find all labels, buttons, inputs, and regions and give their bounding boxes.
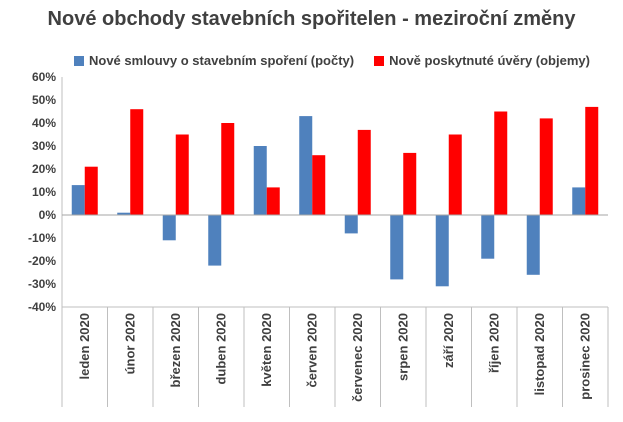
x-category-label: březen 2020 bbox=[168, 313, 183, 387]
chart-title: Nové obchody stavebních spořitelen - mez… bbox=[47, 8, 576, 30]
x-category-label: duben 2020 bbox=[213, 313, 228, 385]
legend-item-loans: Nově poskytnuté úvěry (objemy) bbox=[374, 53, 590, 68]
y-tick-label: 40% bbox=[32, 116, 56, 130]
bar-loans bbox=[494, 111, 508, 215]
x-category-label: prosinec 2020 bbox=[577, 313, 592, 400]
bar-loans bbox=[221, 123, 235, 215]
bar-contracts bbox=[572, 187, 586, 215]
legend-swatch-loans bbox=[374, 55, 385, 66]
legend-item-contracts: Nové smlouvy o stavebním spoření (počty) bbox=[74, 53, 354, 68]
legend-label-contracts: Nové smlouvy o stavebním spoření (počty) bbox=[89, 53, 355, 68]
bar-contracts bbox=[481, 215, 495, 259]
bar-loans bbox=[266, 187, 280, 215]
bar-contracts bbox=[299, 116, 313, 215]
y-tick-label: -30% bbox=[28, 277, 56, 291]
bar-loans bbox=[539, 118, 553, 215]
bar-contracts bbox=[344, 215, 358, 234]
bar-loans bbox=[130, 109, 144, 215]
bar-contracts bbox=[71, 185, 85, 215]
y-tick-label: 10% bbox=[32, 185, 56, 199]
x-category-label: leden 2020 bbox=[77, 313, 92, 380]
bar-contracts bbox=[253, 146, 267, 215]
bar-loans bbox=[84, 166, 98, 215]
x-category-label: říjen 2020 bbox=[486, 313, 501, 373]
legend-label-loans: Nově poskytnuté úvěry (objemy) bbox=[389, 53, 590, 68]
bar-loans bbox=[175, 134, 189, 215]
bar-contracts bbox=[526, 215, 540, 275]
bar-contracts bbox=[208, 215, 222, 266]
x-category-label: srpen 2020 bbox=[395, 313, 410, 381]
x-category-label: únor 2020 bbox=[122, 313, 137, 374]
y-tick-label: 60% bbox=[32, 70, 56, 84]
x-category-label: květen 2020 bbox=[259, 313, 274, 387]
x-category-label: červenec 2020 bbox=[350, 313, 365, 402]
bar-contracts bbox=[435, 215, 449, 287]
y-tick-label: 50% bbox=[32, 93, 56, 107]
bar-loans bbox=[448, 134, 462, 215]
bar-loans bbox=[585, 106, 599, 215]
chart-legend: Nové smlouvy o stavebním spoření (počty)… bbox=[74, 53, 590, 68]
bar-contracts bbox=[162, 215, 176, 241]
y-tick-label: 0% bbox=[39, 208, 57, 222]
bar-contracts bbox=[390, 215, 404, 280]
bar-loans bbox=[312, 155, 326, 215]
legend-swatch-contracts bbox=[74, 55, 84, 66]
y-tick-label: -40% bbox=[28, 300, 56, 314]
bar-loans bbox=[357, 129, 371, 215]
y-tick-label: 20% bbox=[32, 162, 56, 176]
bar-contracts bbox=[117, 212, 131, 215]
y-tick-label: -20% bbox=[28, 254, 56, 268]
y-tick-label: -10% bbox=[28, 231, 56, 245]
bar-loans bbox=[403, 152, 417, 215]
x-category-label: červen 2020 bbox=[304, 313, 319, 387]
y-tick-label: 30% bbox=[32, 139, 56, 153]
x-category-label: listopad 2020 bbox=[532, 313, 547, 395]
x-category-label: září 2020 bbox=[441, 313, 456, 368]
